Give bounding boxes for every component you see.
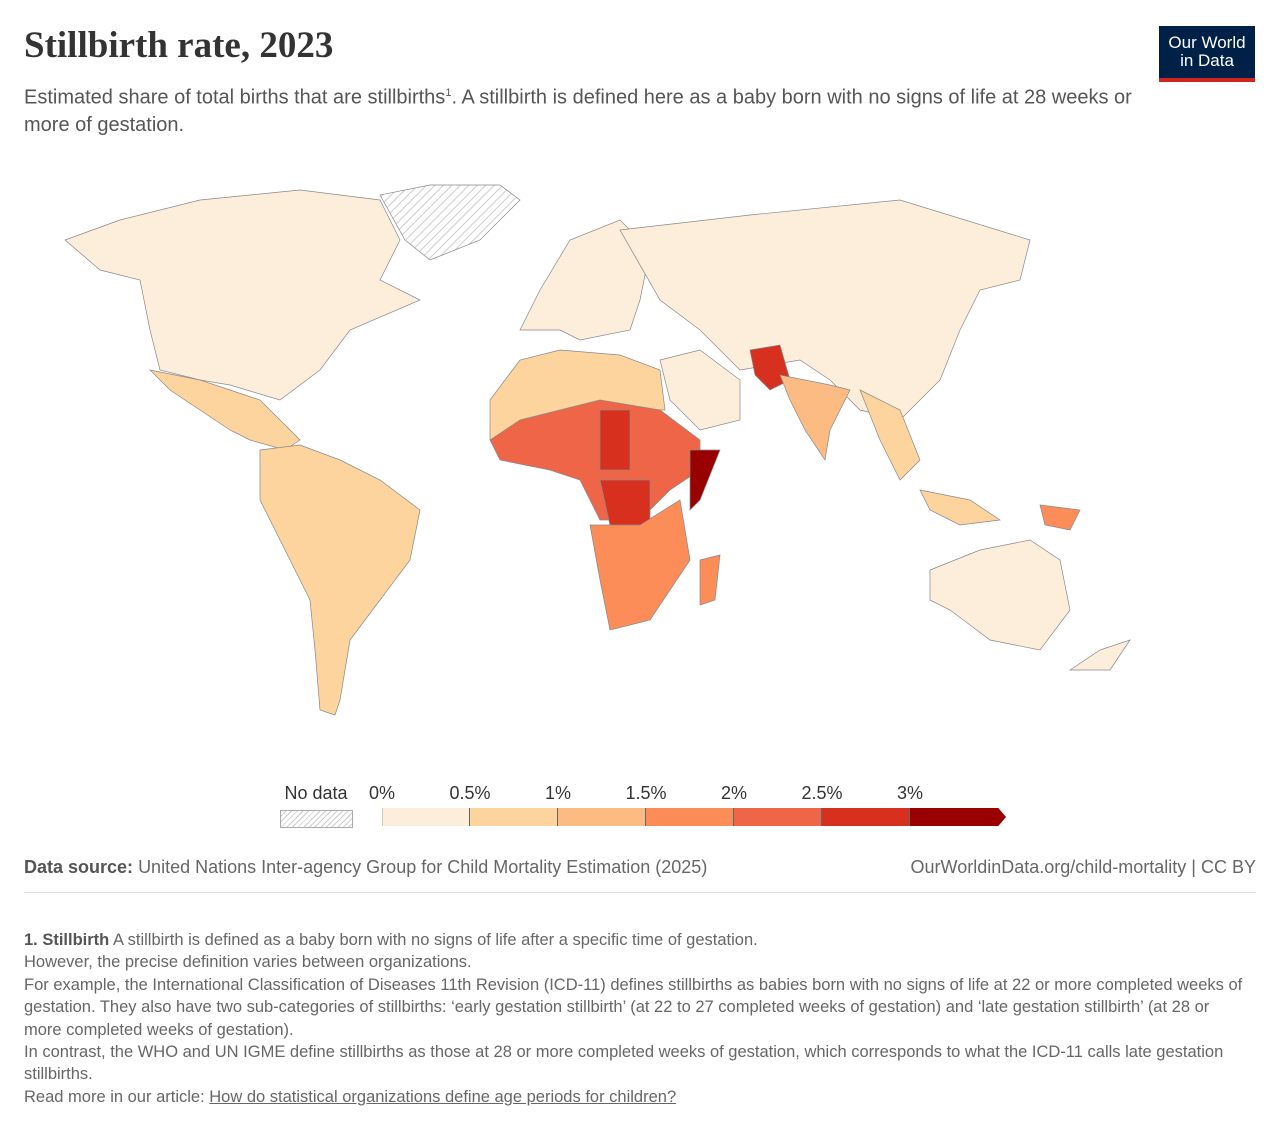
legend-tick: 3% xyxy=(896,783,924,803)
footnote-label: 1. Stillbirth xyxy=(24,931,110,949)
chart-title: Stillbirth rate, 2023 xyxy=(24,25,334,66)
region-congo[interactable] xyxy=(599,479,651,531)
subtitle-text: Estimated share of total births that are… xyxy=(24,86,446,109)
legend-bin[interactable] xyxy=(558,808,646,826)
region-asia[interactable] xyxy=(619,199,1031,421)
legend-tick: 0% xyxy=(368,783,396,803)
footnotes: 1. Stillbirth A stillbirth is defined as… xyxy=(24,929,1244,1108)
subtitle-text-rest: . A stillbirth is defined here as a baby… xyxy=(24,86,1132,136)
region-southeast-asia[interactable] xyxy=(859,389,921,481)
region-middle-east[interactable] xyxy=(659,349,741,431)
region-europe[interactable] xyxy=(519,219,651,341)
region-southern-africa[interactable] xyxy=(589,499,691,631)
logo-line1: Our World xyxy=(1168,33,1246,52)
region-pakistan[interactable] xyxy=(749,344,791,391)
footnote-ref[interactable]: 1 xyxy=(445,87,452,99)
source-text: United Nations Inter-agency Group for Ch… xyxy=(138,857,708,877)
region-australia[interactable] xyxy=(929,539,1071,651)
region-new-zealand[interactable] xyxy=(1068,639,1131,671)
logo-line2: in Data xyxy=(1180,51,1234,70)
owid-logo[interactable]: Our World in Data xyxy=(1159,26,1255,82)
legend-no-data-swatch[interactable] xyxy=(280,810,353,828)
legend-no-data-label: No data xyxy=(284,783,348,803)
region-greenland[interactable] xyxy=(379,184,521,261)
legend-tick: 0.5% xyxy=(449,783,491,803)
legend-bin[interactable] xyxy=(646,808,734,826)
footnote-text: However, the precise definition varies b… xyxy=(24,953,472,972)
region-india[interactable] xyxy=(779,374,851,461)
chart-subtitle: Estimated share of total births that are… xyxy=(24,80,1134,139)
legend-bin[interactable] xyxy=(382,808,470,826)
region-central-africa[interactable] xyxy=(599,409,631,471)
divider xyxy=(24,892,1256,893)
legend-tick: 2% xyxy=(720,783,748,803)
footnote-text: Read more in our article: xyxy=(24,1087,205,1106)
footnote-text: For example, the International Classific… xyxy=(24,975,1243,1039)
region-south-america[interactable] xyxy=(259,444,421,716)
footnote-text: A stillbirth is defined as a baby born w… xyxy=(112,931,758,949)
legend-tick: 2.5% xyxy=(801,783,843,803)
source-url[interactable]: OurWorldinData.org/child-mortality | CC … xyxy=(910,857,1256,877)
legend-tick: 1% xyxy=(544,783,572,803)
region-madagascar[interactable] xyxy=(699,554,721,606)
region-somalia[interactable] xyxy=(689,449,721,511)
region-papua-new-guinea[interactable] xyxy=(1039,504,1081,531)
data-source: Data source: United Nations Inter-agency… xyxy=(24,857,707,878)
region-indonesia[interactable] xyxy=(919,489,1001,526)
legend-bin[interactable] xyxy=(910,808,1006,826)
article-link[interactable]: How do statistical organizations define … xyxy=(209,1087,677,1106)
region-north-america[interactable] xyxy=(64,189,421,401)
legend-bin[interactable] xyxy=(734,808,822,826)
legend-bin[interactable] xyxy=(470,808,558,826)
footnote-text: In contrast, the WHO and UN IGME define … xyxy=(24,1043,1224,1084)
world-map[interactable] xyxy=(0,140,1280,730)
legend-tick: 1.5% xyxy=(625,783,667,803)
source-label: Data source: xyxy=(24,857,134,877)
legend-bin[interactable] xyxy=(822,808,910,826)
